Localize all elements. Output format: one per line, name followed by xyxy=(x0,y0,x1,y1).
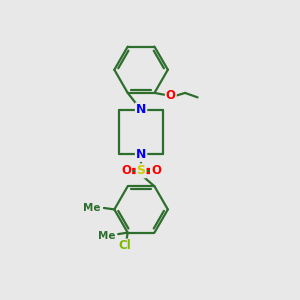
Text: Me: Me xyxy=(83,203,101,213)
Text: O: O xyxy=(166,89,176,102)
Text: N: N xyxy=(136,148,146,161)
Text: S: S xyxy=(136,164,146,177)
Text: O: O xyxy=(121,164,131,177)
Text: N: N xyxy=(136,103,146,116)
Text: Cl: Cl xyxy=(118,239,131,253)
Text: Me: Me xyxy=(98,231,115,241)
Text: O: O xyxy=(151,164,161,177)
